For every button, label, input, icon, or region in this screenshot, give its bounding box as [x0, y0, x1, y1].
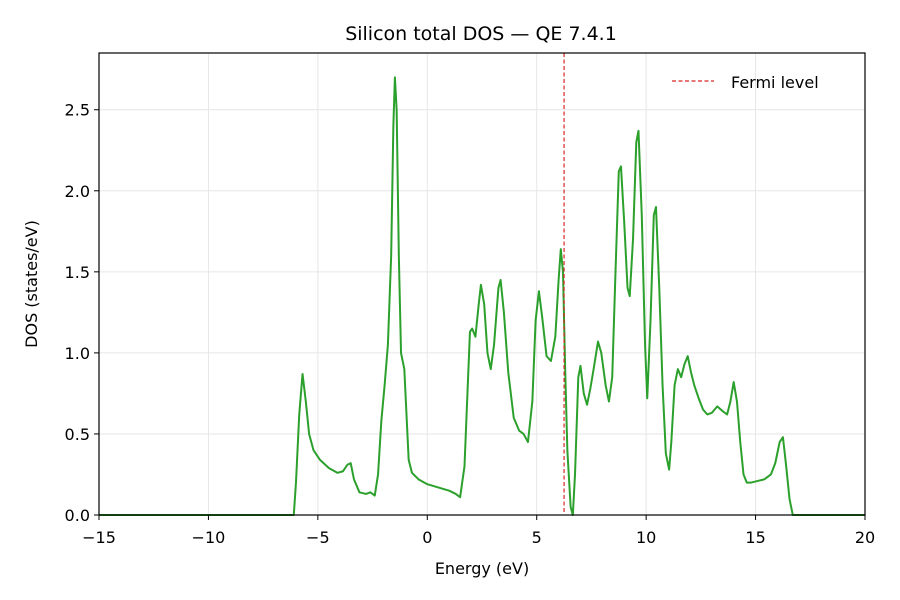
grid-lines	[98, 53, 866, 516]
y-tick-label: 1.5	[65, 263, 90, 282]
y-tick-label: 0.0	[65, 506, 90, 525]
x-tick-label: 10	[636, 528, 656, 547]
x-tick-label: −5	[306, 528, 330, 547]
y-tick-label: 2.5	[65, 101, 90, 120]
legend: Fermi level	[672, 73, 819, 92]
legend-fermi-label: Fermi level	[731, 73, 819, 92]
x-tick-label: 0	[422, 528, 432, 547]
x-tick-label: 5	[532, 528, 542, 547]
chart-title: Silicon total DOS — QE 7.4.1	[345, 23, 617, 45]
y-tick-label: 0.5	[65, 425, 90, 444]
y-tick-label: 1.0	[65, 344, 90, 363]
x-tick-label: 20	[855, 528, 875, 547]
y-tick-label: 2.0	[65, 182, 90, 201]
dos-series-line	[99, 76, 865, 516]
x-tick-label: −15	[82, 528, 116, 547]
axes: −15 −10 −5 0 5 10 15 20 0.0 0.5 1.0 1.5 2.0 2.5	[65, 101, 876, 547]
x-tick-label: 15	[745, 528, 765, 547]
x-axis-label: Energy (eV)	[435, 559, 529, 578]
x-tick-label: −10	[192, 528, 226, 547]
y-axis-label: DOS (states/eV)	[22, 220, 41, 348]
plot-frame	[98, 52, 866, 516]
plot-content	[99, 53, 865, 516]
